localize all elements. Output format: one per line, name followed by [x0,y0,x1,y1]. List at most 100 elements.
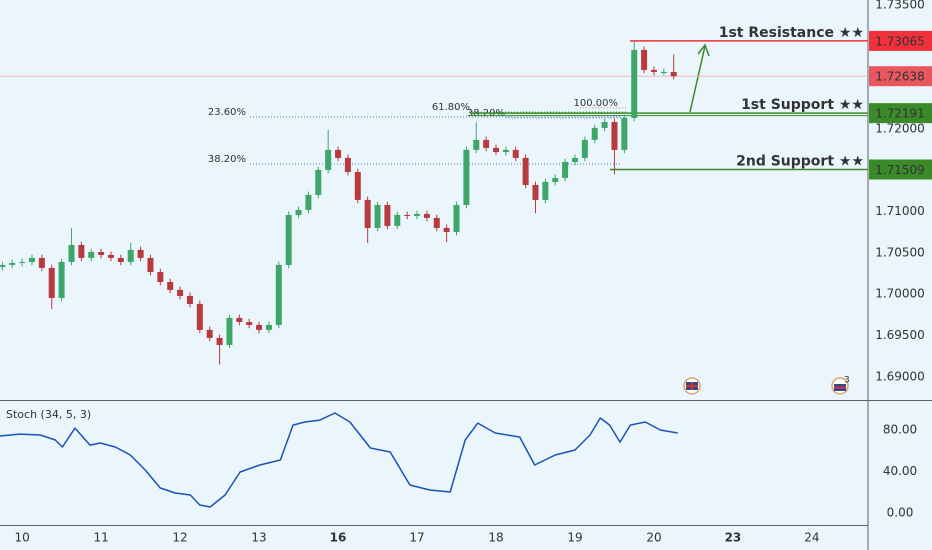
candle-body [443,227,450,232]
candle-body [581,139,588,158]
candle-body [562,161,569,178]
candle-body [315,169,322,195]
candle-body [157,271,164,282]
price-label: 1.73065 [875,34,925,48]
level-name: 1st Support ★★ [741,97,864,113]
x-tick-label: 18 [488,531,503,545]
candle-body [88,251,95,258]
candle-body [98,251,105,255]
event-icon [683,377,701,395]
candle-body [384,204,391,226]
candle-body [285,214,292,265]
candle-body [344,157,351,172]
candle-body [522,157,529,185]
candle-body [611,121,618,150]
price-label: 1.72638 [875,70,925,84]
candle-body [414,213,421,216]
candle-body [236,317,243,322]
candle-body [256,324,263,330]
candle-body [621,117,628,150]
candle-body [246,321,253,325]
x-tick-label: 24 [804,531,819,545]
x-tick-label: 13 [251,531,266,545]
candle-body [591,127,598,140]
indicator-title: Stoch (34, 5, 3) [6,408,91,421]
candle-body [58,261,65,298]
candle-body [275,264,282,325]
candle-body [670,71,677,77]
y-tick-label: 1.69500 [875,328,925,342]
price-label-box [869,66,932,87]
candle-body [512,149,519,158]
y-tick-label: 80.00 [883,423,917,437]
candle-body [206,329,213,338]
price-label: 1.72191 [875,107,925,121]
candle-body [78,244,85,258]
event-count: 3 [844,376,850,386]
fib-label: 23.60% [208,107,246,118]
candle-body [335,149,342,158]
candle-body [641,49,648,70]
candle-body [19,261,26,263]
candle-body [532,184,539,200]
level-name: 1st Resistance ★★ [719,25,864,41]
y-tick-label: 1.70500 [875,245,925,259]
candle-body [552,177,559,182]
candle-body [542,181,549,200]
event-icon: 3 [831,376,850,395]
candle-body [325,149,332,170]
candle-body [463,149,470,205]
price-label-box [869,103,932,124]
fib-label: 61.80% [432,102,470,113]
candle-body [571,157,578,162]
candle-body [216,337,223,345]
candle-body [631,49,638,118]
candles [0,40,677,365]
stoch-line [0,412,678,508]
price-label-box [869,159,932,180]
candle-body [453,204,460,232]
y-tick-label: 1.72000 [875,121,925,135]
x-tick-label: 10 [14,531,29,545]
y-tick-label: 1.73500 [875,0,925,11]
candle-body [650,69,657,72]
projection-arrow [689,43,710,113]
y-tick-label: 0.00 [887,505,914,519]
candle-body [493,147,499,152]
candle-body [265,324,272,330]
candle-body [354,171,361,200]
candle-body [226,317,233,345]
candle-body [38,257,45,268]
x-tick-label: 20 [646,531,661,545]
x-tick-label: 19 [567,531,582,545]
candle-body [186,295,193,304]
candle-body [374,204,381,228]
y-tick-label: 40.00 [883,464,917,478]
candle-body [394,214,401,226]
candle-body [423,213,430,218]
fib-label: 100.00% [574,98,619,109]
candle-body [28,257,35,262]
fib-label: 38.20% [208,154,246,165]
candle-body [117,257,124,262]
level-name: 2nd Support ★★ [736,154,864,170]
price-label-box [869,30,932,51]
candle-body [601,121,608,128]
candle-body [404,214,411,216]
candle-body [107,254,114,258]
candle-body [433,217,440,228]
y-tick-label: 1.71000 [875,204,925,218]
y-tick-label: 1.70000 [875,287,925,301]
x-tick-label: 23 [725,531,742,545]
candle-body [364,199,371,228]
x-tick-label: 17 [409,531,424,545]
candle-body [177,289,184,296]
candle-body [9,262,16,265]
candle-body [127,249,134,262]
candle-body [48,267,55,298]
y-tick-label: 1.69000 [875,369,925,383]
candle-body [68,244,75,262]
candle-body [137,249,144,258]
